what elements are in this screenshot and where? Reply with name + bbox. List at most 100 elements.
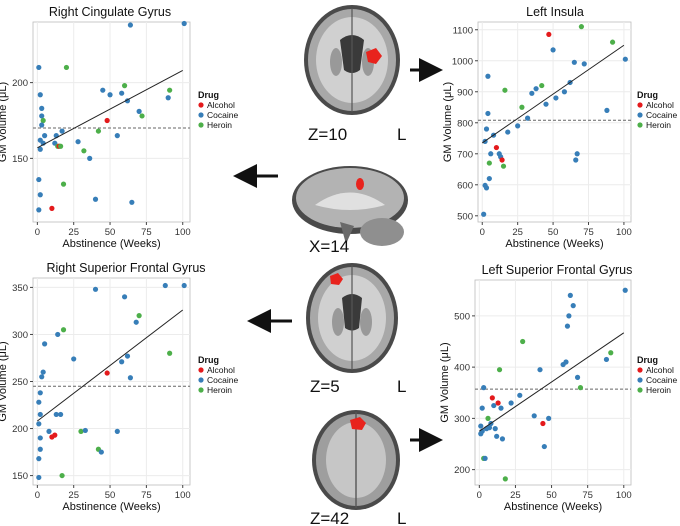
legend-key-alcohol <box>198 367 204 373</box>
data-point-cocaine <box>570 303 576 309</box>
data-point-heroin <box>609 39 616 45</box>
data-point-cocaine <box>543 101 549 107</box>
y-tick-label: 1000 <box>452 56 473 67</box>
data-point-heroin <box>58 143 64 149</box>
data-point-cocaine <box>498 405 504 411</box>
data-point-cocaine <box>129 199 135 205</box>
data-point-alcohol <box>49 205 55 211</box>
data-point-cocaine <box>573 157 579 163</box>
data-point-heroin <box>60 181 67 187</box>
data-point-heroin <box>60 327 67 333</box>
data-point-cocaine <box>494 433 500 439</box>
data-point-cocaine <box>39 374 45 380</box>
data-point-cocaine <box>483 126 490 132</box>
legend-key-cocaine <box>198 377 204 383</box>
data-point-cocaine <box>564 323 571 329</box>
data-point-cocaine <box>107 92 113 98</box>
data-point-cocaine <box>39 105 45 111</box>
data-point-alcohol <box>499 157 505 163</box>
data-point-cocaine <box>486 425 493 431</box>
data-point-cocaine <box>114 428 120 434</box>
y-tick-label: 500 <box>454 311 470 322</box>
y-tick-label: 150 <box>12 471 28 482</box>
slice-side-label-z5: L <box>397 377 406 396</box>
data-point-alcohol <box>493 144 500 151</box>
x-axis-label: Abstinence (Weeks) <box>62 501 160 513</box>
y-tick-label: 350 <box>12 283 28 294</box>
data-point-cocaine <box>492 426 498 432</box>
regression-line <box>479 332 625 432</box>
data-point-cocaine <box>491 402 497 409</box>
data-point-cocaine <box>571 59 577 65</box>
data-point-cocaine <box>181 282 187 289</box>
data-point-cocaine <box>37 390 43 396</box>
data-point-cocaine <box>162 282 168 289</box>
x-tick-label: 25 <box>68 490 79 501</box>
legend-key-heroin <box>637 387 643 393</box>
y-tick-label: 250 <box>12 377 28 388</box>
slice-label-z42: Z=42 <box>310 509 349 526</box>
data-point-cocaine <box>37 446 43 452</box>
data-point-cocaine <box>561 89 568 95</box>
data-point-heroin <box>502 476 508 482</box>
data-point-cocaine <box>39 122 45 128</box>
brain-slice-axial-z5 <box>306 263 398 373</box>
data-point-cocaine <box>541 443 547 450</box>
data-point-cocaine <box>42 341 48 347</box>
y-tick-label: 700 <box>457 149 473 160</box>
data-point-cocaine <box>36 176 42 183</box>
data-point-cocaine <box>37 411 43 418</box>
legend-key-alcohol <box>637 102 643 108</box>
data-point-cocaine <box>604 107 610 113</box>
chart-right-superior-frontal-gyrus: 0 25 50 75 100 150 200 250 300 350 Right Superior … <box>0 261 238 513</box>
data-point-cocaine <box>546 415 552 421</box>
data-point-heroin <box>63 64 70 71</box>
data-point-cocaine <box>46 428 52 434</box>
data-point-cocaine <box>622 56 628 62</box>
data-point-heroin <box>121 83 128 89</box>
chart-title: Left Superior Frontal Gyrus <box>482 263 633 277</box>
slice-side-label-z42: L <box>397 509 406 526</box>
y-tick-label: 400 <box>454 363 470 374</box>
activation-blob <box>350 417 366 430</box>
x-tick-label: 0 <box>477 490 482 501</box>
data-point-heroin <box>502 87 508 93</box>
legend-key-cocaine <box>198 112 204 118</box>
data-point-cocaine <box>124 353 131 359</box>
data-point-heroin <box>167 350 173 356</box>
data-point-cocaine <box>553 95 559 101</box>
legend-title: Drug <box>637 90 658 100</box>
data-point-cocaine <box>485 110 491 117</box>
x-tick-label: 100 <box>175 227 191 238</box>
legend-key-heroin <box>198 122 204 128</box>
data-point-cocaine <box>533 86 539 92</box>
data-point-alcohol <box>495 400 501 406</box>
data-point-cocaine <box>92 286 99 292</box>
x-tick-label: 100 <box>616 490 632 501</box>
data-point-cocaine <box>603 356 610 363</box>
y-axis-label: GM Volume (μL) <box>0 341 9 421</box>
data-point-alcohol <box>104 117 110 124</box>
data-point-cocaine <box>36 207 42 213</box>
legend-key-alcohol <box>637 367 643 373</box>
y-tick-label: 1100 <box>453 25 473 36</box>
x-axis-label: Abstinence (Weeks) <box>504 501 602 513</box>
y-tick-label: 600 <box>457 180 473 191</box>
x-tick-label: 75 <box>141 490 152 501</box>
chart-left-insula: 0 25 50 75 100 500 600 700 800 900 1000 1100 Left In… <box>442 5 677 250</box>
legend-label-heroin: Heroin <box>646 120 671 130</box>
chart-right-cingulate-gyrus: 0 25 50 75 100 150 200 Right Cingulate Gyrus Abs… <box>0 5 238 250</box>
data-point-cocaine <box>119 359 125 365</box>
y-tick-label: 500 <box>457 211 473 222</box>
data-point-cocaine <box>505 129 511 135</box>
data-point-cocaine <box>114 133 120 139</box>
activation-blob <box>356 178 364 190</box>
chart-title: Left Insula <box>526 5 584 19</box>
slice-side-label-z10: L <box>397 125 406 144</box>
legend-key-heroin <box>637 122 643 128</box>
data-point-heroin <box>485 415 491 421</box>
y-tick-label: 800 <box>457 118 473 129</box>
plot-panel <box>32 21 191 223</box>
y-tick-label: 300 <box>454 414 470 425</box>
regression-line <box>37 70 183 149</box>
